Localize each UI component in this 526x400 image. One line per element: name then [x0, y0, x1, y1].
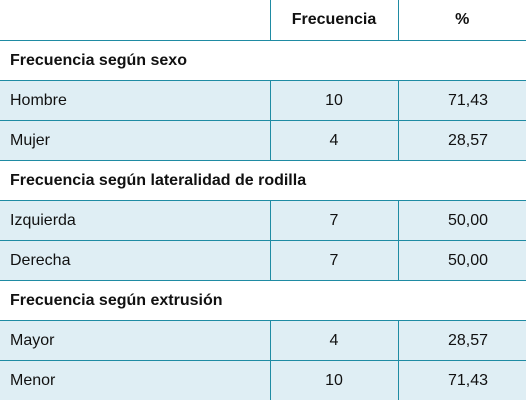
row-label: Mayor	[0, 320, 270, 361]
header-label-cell	[0, 0, 270, 41]
header-row: Frecuencia %	[0, 0, 526, 41]
header-percent: %	[397, 0, 526, 41]
table-row: Mujer 4 28,57	[0, 120, 526, 161]
section-row-extrusion: Frecuencia según extrusión	[0, 280, 526, 321]
row-frequency: 4	[269, 320, 398, 361]
row-percent: 71,43	[397, 80, 526, 121]
table-row: Derecha 7 50,00	[0, 240, 526, 281]
section-title: Frecuencia según sexo	[0, 40, 526, 81]
row-percent: 50,00	[397, 240, 526, 281]
row-label: Izquierda	[0, 200, 270, 241]
section-title: Frecuencia según lateralidad de rodilla	[0, 160, 526, 201]
table-row: Menor 10 71,43	[0, 360, 526, 400]
row-percent: 71,43	[397, 360, 526, 400]
row-frequency: 4	[269, 120, 398, 161]
row-percent: 50,00	[397, 200, 526, 241]
row-frequency: 7	[269, 240, 398, 281]
row-frequency: 10	[269, 360, 398, 400]
row-label: Derecha	[0, 240, 270, 281]
row-frequency: 10	[269, 80, 398, 121]
section-title: Frecuencia según extrusión	[0, 280, 526, 321]
table-row: Izquierda 7 50,00	[0, 200, 526, 241]
section-row-sexo: Frecuencia según sexo	[0, 40, 526, 81]
row-label: Menor	[0, 360, 270, 400]
row-percent: 28,57	[397, 320, 526, 361]
row-label: Hombre	[0, 80, 270, 121]
row-frequency: 7	[269, 200, 398, 241]
row-label: Mujer	[0, 120, 270, 161]
table-row: Hombre 10 71,43	[0, 80, 526, 121]
table-row: Mayor 4 28,57	[0, 320, 526, 361]
header-frequency: Frecuencia	[269, 0, 398, 41]
section-row-lateralidad: Frecuencia según lateralidad de rodilla	[0, 160, 526, 201]
row-percent: 28,57	[397, 120, 526, 161]
